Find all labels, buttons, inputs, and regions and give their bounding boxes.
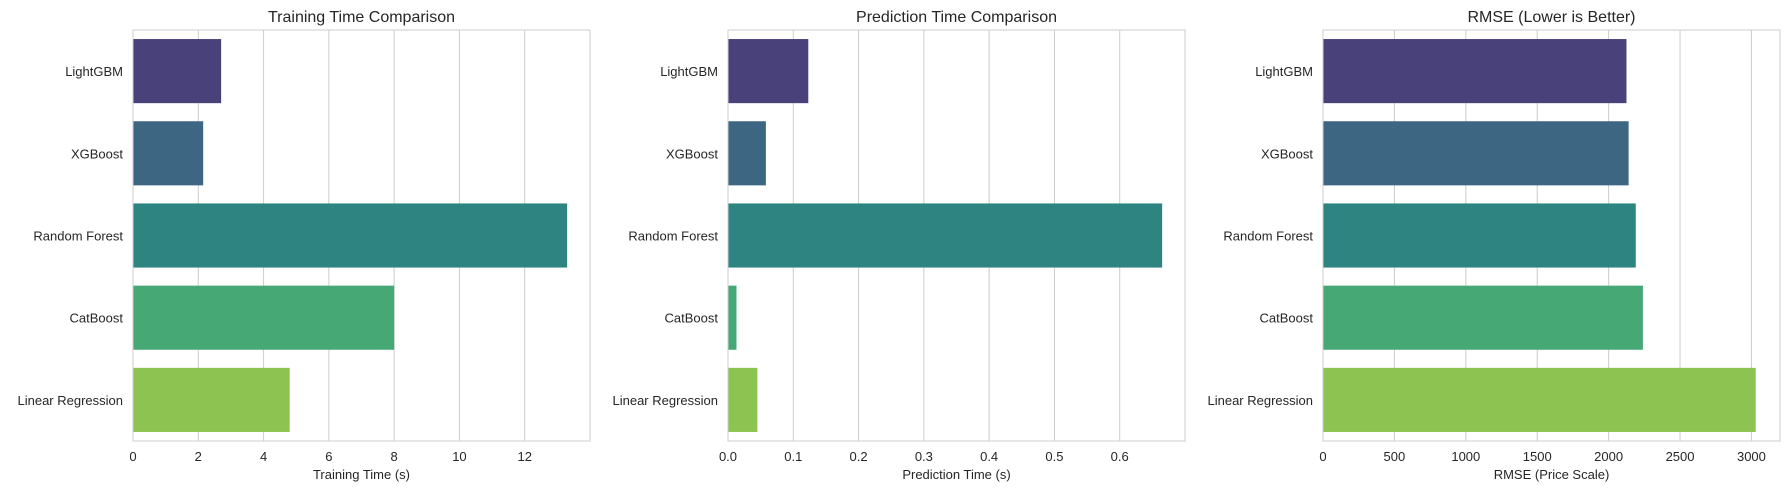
chart3-xtick-label: 3000 <box>1737 449 1766 464</box>
chart2-category-label: XGBoost <box>666 146 718 161</box>
chart3-xtick-label: 1500 <box>1523 449 1552 464</box>
chart1-bar-lightgbm <box>133 39 222 104</box>
chart3-xtick-label: 1000 <box>1451 449 1480 464</box>
chart2-xaxis-label: Prediction Time (s) <box>902 467 1010 482</box>
chart3-category-label: Random Forest <box>1223 229 1313 244</box>
chart2-xtick-label: 0.0 <box>719 449 737 464</box>
chart3-category-label: CatBoost <box>1260 311 1314 326</box>
chart3-title: RMSE (Lower is Better) <box>1467 9 1635 26</box>
chart3-xtick-label: 0 <box>1319 449 1326 464</box>
chart2-title: Prediction Time Comparison <box>856 9 1057 26</box>
chart3-bar-xgboost <box>1323 121 1629 186</box>
chart1-xtick-label: 2 <box>195 449 202 464</box>
chart1-xtick-label: 8 <box>391 449 398 464</box>
chart1-plot-frame <box>132 29 591 442</box>
chart3-bar-linear-regression <box>1323 367 1756 432</box>
chart1-xtick-label: 10 <box>452 449 466 464</box>
chart2-bar-xgboost <box>728 121 766 186</box>
chart1-xtick-label: 4 <box>260 449 267 464</box>
chart1-title: Training Time Comparison <box>268 9 455 26</box>
chart2-plot-frame <box>727 29 1186 442</box>
chart1-bar-catboost <box>133 285 395 350</box>
chart2-category-label: Linear Regression <box>612 393 718 408</box>
chart1-category-label: Linear Regression <box>17 393 123 408</box>
chart2-bar-random-forest <box>728 203 1163 268</box>
chart3-xaxis-label: RMSE (Price Scale) <box>1494 467 1610 482</box>
chart1-category-label: XGBoost <box>71 146 123 161</box>
chart2-category-label: LightGBM <box>660 64 718 79</box>
chart1-category-label: CatBoost <box>70 311 124 326</box>
chart1-category-label: Random Forest <box>33 229 123 244</box>
chart1-xtick-label: 6 <box>325 449 332 464</box>
chart2-xtick-label: 0.2 <box>850 449 868 464</box>
chart2-xtick-label: 0.1 <box>784 449 802 464</box>
chart1-xtick-label: 12 <box>517 449 531 464</box>
chart2-xtick-label: 0.4 <box>980 449 998 464</box>
chart3-xtick-label: 2000 <box>1594 449 1623 464</box>
chart2-xtick-label: 0.6 <box>1111 449 1129 464</box>
chart1-bar-xgboost <box>133 121 204 186</box>
chart3-category-label: Linear Regression <box>1207 393 1313 408</box>
chart3-bar-catboost <box>1323 285 1643 350</box>
chart2-xtick-label: 0.5 <box>1045 449 1063 464</box>
chart3-plot-frame <box>1322 29 1781 442</box>
chart2-bar-linear-regression <box>728 367 758 432</box>
chart1-bar-linear-regression <box>133 367 290 432</box>
chart2-category-label: CatBoost <box>665 311 719 326</box>
chart3-category-label: LightGBM <box>1255 64 1313 79</box>
chart3-bar-lightgbm <box>1323 39 1627 104</box>
chart2-bar-lightgbm <box>728 39 809 104</box>
chart3-bar-random-forest <box>1323 203 1636 268</box>
chart2-bar-catboost <box>728 285 737 350</box>
chart1-bar-random-forest <box>133 203 568 268</box>
chart2-xtick-label: 0.3 <box>915 449 933 464</box>
chart1-xtick-label: 0 <box>129 449 136 464</box>
chart3-xtick-label: 2500 <box>1666 449 1695 464</box>
chart3-category-label: XGBoost <box>1261 146 1313 161</box>
chart3-xtick-label: 500 <box>1384 449 1406 464</box>
chart1-xaxis-label: Training Time (s) <box>313 467 410 482</box>
chart1-category-label: LightGBM <box>65 64 123 79</box>
chart2-category-label: Random Forest <box>628 229 718 244</box>
